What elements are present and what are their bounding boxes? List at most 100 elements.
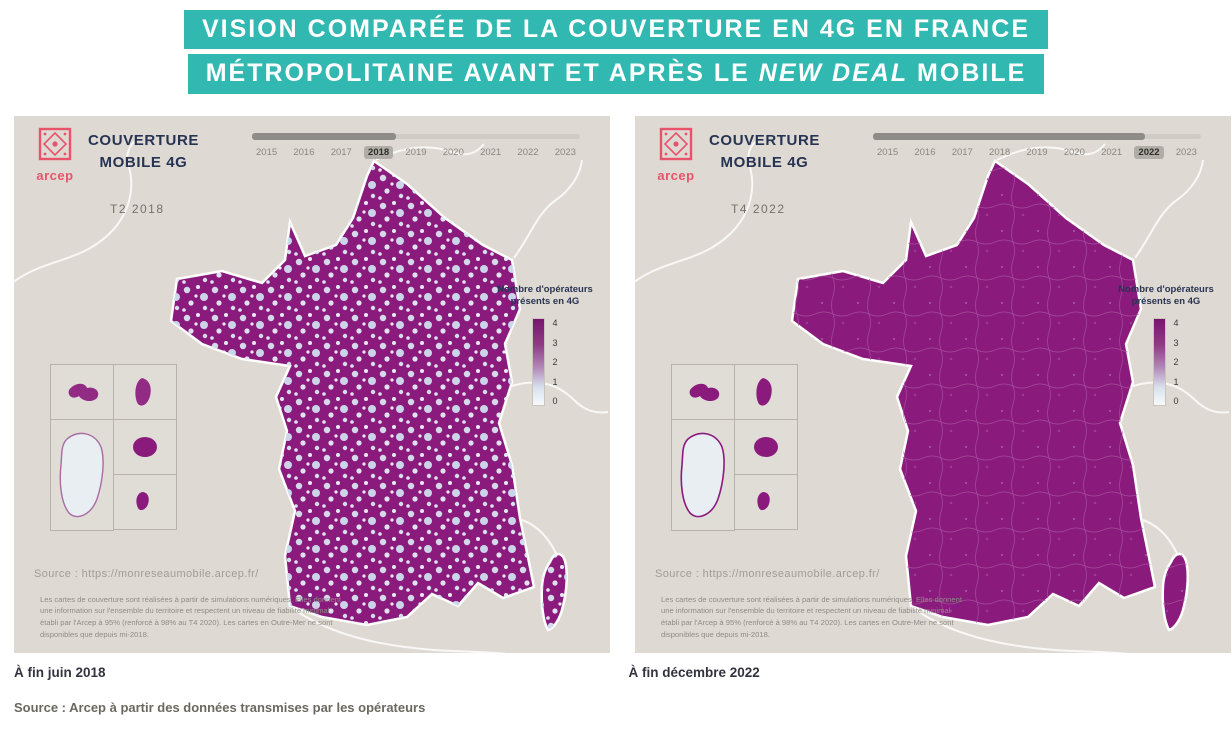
arcep-logo-text: arcep [36,167,74,183]
inset-col-right [113,363,177,531]
legend-tick-3: 3 [552,337,558,348]
legend-tick-0: 0 [552,396,558,407]
legend-title-line1: Nombre d'opérateurs [497,283,593,295]
inset-col-left [50,363,114,531]
banner-text-2a: MÉTROPOLITAINE AVANT ET APRÈS LE [205,59,759,88]
map-title-line1: COUVERTURE [709,131,821,149]
inset-martinique [734,363,798,420]
coverage-map-2022: arcep COUVERTURE MOBILE 4G 2015 2016 201… [635,115,1231,653]
year-2016[interactable]: 2016 [914,146,936,158]
inset-col-right [734,363,798,531]
year-2017[interactable]: 2017 [330,146,352,158]
mayotte-icon [136,491,149,510]
arcep-logo: arcep [28,126,82,183]
banner-text-2-italic: NEW DEAL [758,59,909,88]
inset-col-left [671,363,735,531]
inset-guadeloupe [671,363,735,420]
department-borders-texture [792,160,1155,625]
legend-tick-3: 3 [1173,337,1179,348]
year-2015[interactable]: 2015 [256,146,278,158]
map-title-line2: MOBILE 4G [99,154,188,171]
legend-title: Nombre d'opérateurs présents en 4G [1107,284,1225,310]
year-2021[interactable]: 2021 [1101,146,1123,158]
legend-ticks: 4 3 2 1 0 [1173,318,1178,406]
year-2018-active[interactable]: 2018 [364,145,394,159]
year-2018[interactable]: 2018 [989,146,1011,158]
timeline-track[interactable] [873,132,1201,140]
map-disclaimer: Les cartes de couverture sont réalisées … [661,594,962,639]
banner-text-1: VISION COMPARÉE DE LA COUVERTURE EN 4G E… [201,15,1031,43]
legend-ticks: 4 3 2 1 0 [552,318,557,406]
map-title-line2: MOBILE 4G [720,154,809,171]
timeline-track[interactable] [252,132,580,140]
timeline-progress[interactable] [873,132,1146,140]
legend-tick-1: 1 [552,376,558,387]
legend-title: Nombre d'opérateurs présents en 4G [486,284,604,310]
arcep-logo-icon [659,127,693,160]
mayotte-icon [757,491,770,510]
martinique-icon [756,377,772,406]
legend-gradient-bar [1153,318,1167,407]
timeline-slider[interactable]: 2015 2016 2017 2018 2019 2020 2021 2022 … [873,132,1201,159]
timeline-slider[interactable]: 2015 2016 2017 2018 2019 2020 2021 2022 … [252,132,580,159]
map-canvas-2022 [635,140,1230,653]
title-banner: VISION COMPARÉE DE LA COUVERTURE EN 4G E… [0,10,1232,94]
corsica-texture [1162,553,1188,630]
legend-tick-2: 2 [552,357,558,368]
year-2019[interactable]: 2019 [1026,146,1048,158]
captions-row: À fin juin 2018 À fin décembre 2022 [0,665,1232,680]
period-label: T4 2022 [731,201,786,216]
inset-reunion [734,418,798,475]
inset-mayotte [113,473,177,530]
year-2020[interactable]: 2020 [442,146,464,158]
overseas-inset [50,363,177,531]
inset-martinique [113,363,177,420]
legend-title-line1: Nombre d'opérateurs [1118,283,1214,295]
map-source-url: Source : https://monreseaumobile.arcep.f… [34,567,259,580]
legend-tick-2: 2 [1173,357,1179,368]
guadeloupe-icon [68,383,99,401]
inset-mayotte [734,473,798,530]
guyane-icon [59,432,104,517]
map-title-line1: COUVERTURE [88,131,200,149]
guyane-icon [680,432,725,517]
year-2021[interactable]: 2021 [480,146,502,158]
caption-2018: À fin juin 2018 [14,664,106,680]
footer-source: Source : Arcep à partir des données tran… [14,699,426,715]
year-2019[interactable]: 2019 [405,146,427,158]
legend-tick-1: 1 [1173,376,1179,387]
period-label: T2 2018 [110,201,165,216]
reunion-icon [133,436,157,457]
guadeloupe-icon [689,383,720,401]
map-disclaimer: Les cartes de couverture sont réalisées … [40,594,341,639]
legend-body: 4 3 2 1 0 [486,318,604,407]
reunion-icon [754,436,778,457]
year-2022[interactable]: 2022 [517,146,539,158]
inset-guadeloupe [50,363,114,420]
year-2022-active[interactable]: 2022 [1134,145,1164,159]
coverage-legend: Nombre d'opérateurs présents en 4G 4 3 2… [1107,284,1225,407]
timeline-progress[interactable] [252,132,397,140]
year-2016[interactable]: 2016 [293,146,315,158]
map-canvas-2018 [14,140,609,653]
inset-guyane [671,418,735,531]
france-shape-2018 [169,158,568,631]
timeline-years: 2015 2016 2017 2018 2019 2020 2021 2022 … [252,145,580,159]
legend-body: 4 3 2 1 0 [1107,318,1225,407]
year-2023[interactable]: 2023 [1175,146,1197,158]
banner-line-1: VISION COMPARÉE DE LA COUVERTURE EN 4G E… [183,10,1049,50]
year-2017[interactable]: 2017 [951,146,973,158]
arcep-logo-text: arcep [657,167,695,183]
legend-tick-4: 4 [1173,318,1179,329]
year-2023[interactable]: 2023 [554,146,576,158]
overseas-inset [671,363,798,531]
arcep-logo-icon [38,127,72,160]
year-2015[interactable]: 2015 [877,146,899,158]
maps-row: arcep COUVERTURE MOBILE 4G 2015 2016 201… [0,115,1232,653]
map-title: COUVERTURE MOBILE 4G [88,130,199,175]
france-shape-2022 [790,158,1189,631]
inset-reunion [113,418,177,475]
year-2020[interactable]: 2020 [1063,146,1085,158]
banner-line-2: MÉTROPOLITAINE AVANT ET APRÈS LE NEW DEA… [187,54,1045,94]
martinique-icon [135,377,151,406]
